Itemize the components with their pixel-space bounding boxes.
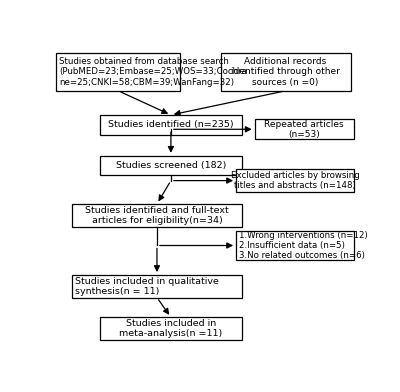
FancyBboxPatch shape <box>72 275 242 298</box>
Text: Studies included in qualitative
synthesis(n = 11): Studies included in qualitative synthesi… <box>75 276 219 296</box>
Text: Repeated articles
(n=53): Repeated articles (n=53) <box>264 120 344 139</box>
FancyBboxPatch shape <box>56 53 180 91</box>
FancyBboxPatch shape <box>100 115 242 134</box>
FancyBboxPatch shape <box>220 53 351 91</box>
Text: Excluded articles by browsing
titles and abstracts (n=148): Excluded articles by browsing titles and… <box>230 171 359 190</box>
FancyBboxPatch shape <box>72 204 242 227</box>
FancyBboxPatch shape <box>100 156 242 175</box>
FancyBboxPatch shape <box>236 169 354 192</box>
Text: Studies obtained from database search
(PubMED=23;Embase=25;WOS=33;Cochra
ne=25;C: Studies obtained from database search (P… <box>59 57 247 87</box>
FancyBboxPatch shape <box>236 231 354 260</box>
Text: Studies included in
meta-analysis(n =11): Studies included in meta-analysis(n =11) <box>119 319 222 338</box>
Text: Studies identified (n=235): Studies identified (n=235) <box>108 120 234 129</box>
FancyBboxPatch shape <box>100 317 242 340</box>
Text: Studies screened (182): Studies screened (182) <box>116 161 226 170</box>
Text: Studies identified and full-text
articles for eligibility(n=34): Studies identified and full-text article… <box>85 206 229 225</box>
FancyBboxPatch shape <box>255 120 354 139</box>
Text: 1.Wrong interventions (n=12)
2.Insufficient data (n=5)
3.No related outcomes (n=: 1.Wrong interventions (n=12) 2.Insuffici… <box>239 230 368 260</box>
Text: Additional records
identified through other
sources (n =0): Additional records identified through ot… <box>231 57 340 87</box>
